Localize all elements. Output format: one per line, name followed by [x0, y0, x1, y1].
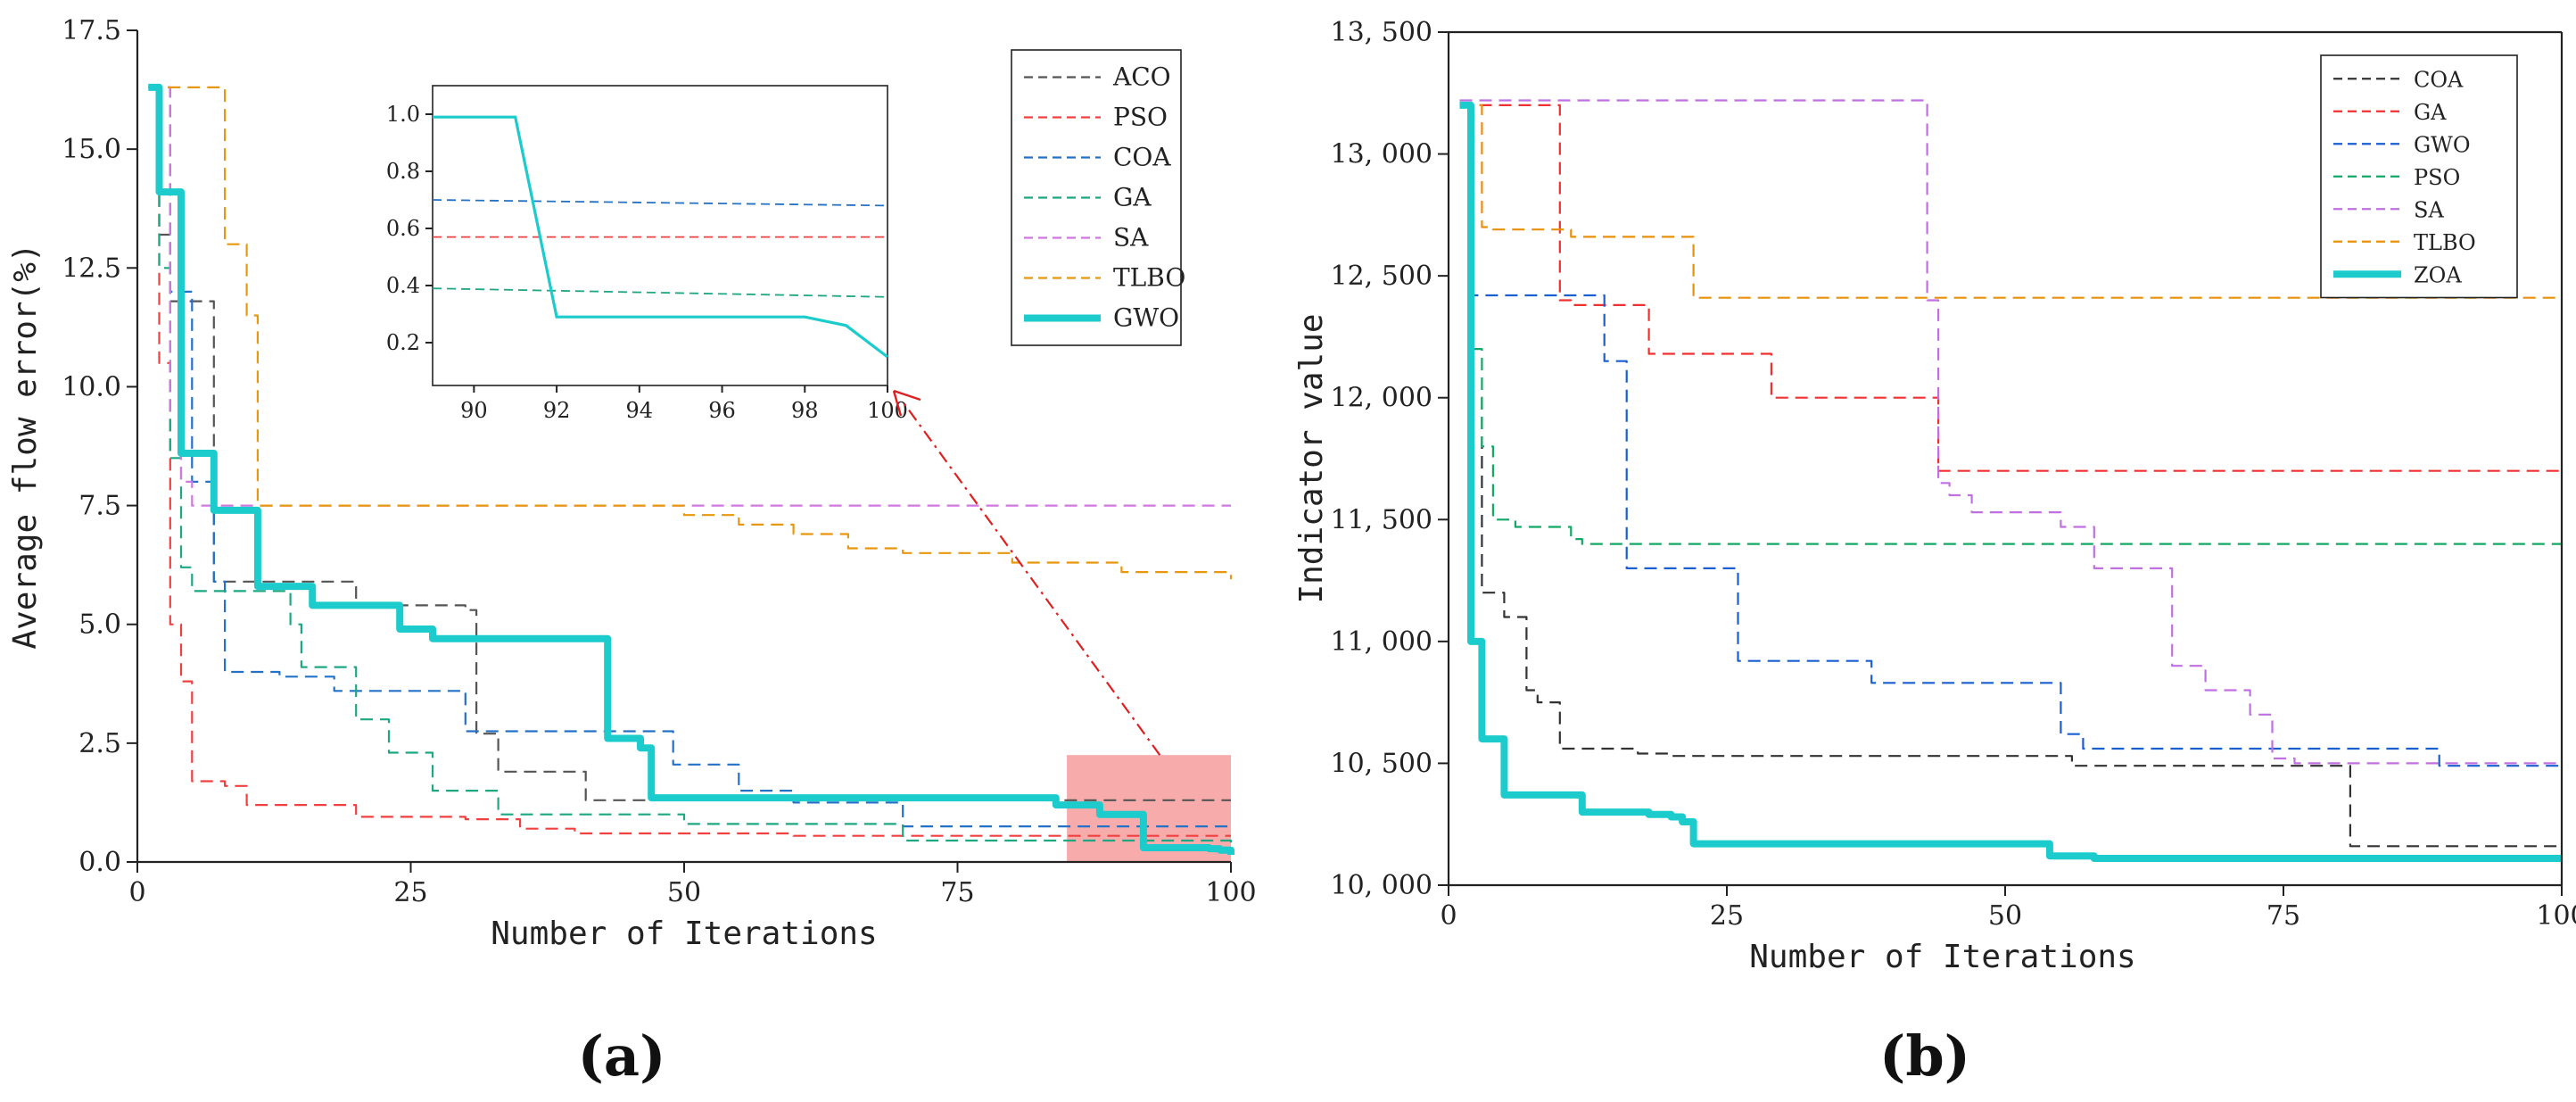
- y-tick-label: 12.5: [62, 253, 121, 284]
- legend-label: SA: [1113, 223, 1149, 253]
- inset-x-tick-label: 100: [867, 398, 908, 423]
- inset-y-tick-label: 0.8: [386, 159, 420, 184]
- y-tick-label: 12, 500: [1330, 261, 1432, 292]
- legend-label: TLBO: [2414, 230, 2476, 255]
- y-tick-label: 11, 000: [1330, 626, 1432, 658]
- panel-label: (b): [1879, 1023, 1970, 1089]
- inset-x-tick-label: 94: [626, 398, 654, 423]
- series-line-tlbo: [1459, 104, 2562, 299]
- inset-frame: [432, 85, 888, 386]
- legend-label: PSO: [2414, 165, 2460, 190]
- series-line-ga: [148, 86, 1233, 844]
- x-tick-label: 100: [2536, 900, 2576, 932]
- y-tick-label: 10, 500: [1330, 748, 1432, 779]
- legend-label: SA: [2414, 197, 2444, 222]
- x-tick-label: 100: [1205, 877, 1256, 908]
- series-line-sa: [1459, 99, 2562, 765]
- panel-label: (a): [578, 1023, 666, 1089]
- y-tick-label: 7.5: [78, 491, 121, 522]
- y-tick-label: 13, 000: [1330, 139, 1432, 170]
- series-line-pso: [1459, 104, 2562, 545]
- x-tick-label: 25: [393, 877, 427, 908]
- x-tick-label: 0: [128, 877, 145, 908]
- y-tick-label: 13, 500: [1330, 17, 1432, 48]
- series-line-tlbo: [148, 86, 1233, 580]
- x-tick-label: 50: [1988, 900, 2022, 932]
- inset-y-tick-label: 0.6: [386, 216, 420, 241]
- inset-x-tick-label: 96: [708, 398, 736, 423]
- inset-series-line-coa: [432, 199, 888, 207]
- inset-x-tick-label: 92: [543, 398, 571, 423]
- y-axis-title: Average flow error(%): [7, 243, 44, 649]
- inset-y-tick-label: 1.0: [386, 102, 420, 127]
- y-tick-label: 17.5: [62, 15, 121, 46]
- series-line-gwo: [148, 83, 1234, 855]
- y-tick-label: 5.0: [78, 609, 121, 641]
- legend-label: GA: [1113, 183, 1152, 212]
- x-tick-label: 75: [940, 877, 974, 908]
- x-tick-label: 0: [1440, 900, 1457, 932]
- chart-a: 0 25 50 75 100 0.0 2.5 5.0 7.5 10.0 12.5 15.0 17.5 Nu…: [7, 15, 1257, 1089]
- inset-x-tick-label: 98: [791, 398, 819, 423]
- chart-b: 0 25 50 75 100 10, 000 10, 500 11, 000 11, 500 12…: [1293, 17, 2576, 1089]
- series-line-zoa: [1459, 101, 2562, 862]
- inset-y-tick-label: 0.4: [386, 273, 420, 298]
- x-tick-label: 25: [1710, 900, 1744, 932]
- y-tick-label: 2.5: [78, 728, 121, 759]
- inset-y-tick-label: 0.2: [386, 330, 420, 355]
- series-line-coa: [1459, 104, 2562, 848]
- y-tick-label: 0.0: [78, 847, 121, 878]
- x-tick-label: 75: [2266, 900, 2300, 932]
- y-tick-label: 12, 000: [1330, 383, 1432, 414]
- x-axis-title: Number of Iterations: [1749, 939, 2135, 975]
- inset-series-line-ga: [432, 287, 888, 298]
- x-axis-title: Number of Iterations: [491, 916, 877, 952]
- series-line-pso: [148, 86, 1231, 837]
- legend-label: PSO: [1113, 103, 1168, 132]
- inset-series-line-gwo: [433, 115, 888, 359]
- legend-label: ZOA: [2414, 262, 2462, 287]
- y-tick-label: 10, 000: [1330, 870, 1432, 901]
- legend-label: TLBO: [1113, 263, 1185, 293]
- legend-label: GWO: [1113, 303, 1179, 333]
- y-tick-label: 10.0: [62, 371, 121, 402]
- y-axis-title: Indicator value: [1293, 313, 1330, 603]
- legend-label: COA: [2414, 67, 2464, 92]
- legend-label: ACO: [1112, 62, 1171, 92]
- series-line-aco: [148, 86, 1231, 801]
- x-tick-label: 50: [667, 877, 701, 908]
- inset-x-tick-label: 90: [460, 398, 488, 423]
- y-tick-label: 11, 500: [1330, 504, 1432, 535]
- annotation-arrow-line: [902, 401, 1161, 756]
- legend-label: COA: [1113, 143, 1171, 172]
- annotation-arrow-head: [892, 389, 921, 417]
- series-line-ga: [1459, 104, 2564, 476]
- legend-label: GA: [2414, 100, 2447, 125]
- legend-label: GWO: [2414, 132, 2471, 157]
- y-tick-label: 15.0: [62, 134, 121, 165]
